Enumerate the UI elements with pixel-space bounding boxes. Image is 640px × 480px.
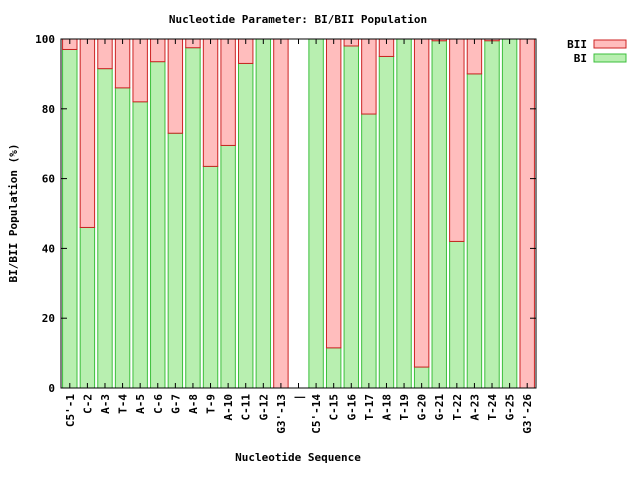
x-axis-ticks: C5'-1 C-2 A-3 T-4 A-5 C-6 G-7 A-8 T-9 A-10 C-11 G-1… (64, 39, 534, 434)
bar-bi-10 (238, 62, 254, 389)
y-tick-label-1: 20 (42, 312, 55, 325)
bar-bii-3 (114, 38, 131, 89)
bar-bii-26 (519, 38, 535, 389)
legend-swatch-bii (593, 39, 627, 49)
bar-bi-25 (501, 38, 518, 389)
bar-bii-22 (449, 38, 465, 242)
bar-bi-17 (361, 113, 377, 389)
x-tick-label-3: T-4 (117, 394, 130, 414)
x-tick-label-23: A-23 (468, 394, 481, 421)
bar-bii-23 (466, 38, 483, 75)
x-tick-label-10: C-11 (240, 394, 253, 421)
bar-bii-20 (413, 38, 430, 368)
bar-bii-17 (361, 38, 377, 115)
x-tick-label-5: C-6 (152, 394, 165, 414)
bar-bii-15 (325, 38, 342, 349)
bar-bi-6 (167, 132, 184, 389)
x-tick-label-8: T-9 (205, 394, 218, 414)
x-tick-label-9: A-10 (222, 394, 235, 421)
x-tick-label-25: G-25 (504, 394, 517, 421)
bar-bi-16 (343, 45, 359, 389)
y-axis-label: BI/BII Population (%) (7, 143, 20, 282)
bar-bi-18 (378, 55, 395, 389)
x-tick-label-15: C-15 (328, 394, 341, 421)
bars-layer (62, 38, 535, 389)
x-tick-label-4: A-5 (134, 394, 147, 414)
bar-bi-0 (62, 48, 78, 389)
plot-frame (60, 38, 537, 389)
bar-bi-23 (466, 73, 483, 389)
x-tick-label-18: A-18 (380, 394, 393, 421)
x-tick-label-2: A-3 (99, 394, 112, 414)
bar-bii-8 (202, 38, 219, 167)
x-tick-label-17: T-17 (363, 394, 376, 421)
x-tick-label-1: C-2 (81, 394, 94, 414)
bar-bii-12 (273, 38, 289, 389)
bar-bi-7 (185, 47, 201, 389)
legend-swatch-bi (593, 53, 627, 63)
x-tick-label-0: C5'-1 (64, 394, 77, 427)
x-tick-label-11: G-12 (257, 394, 270, 421)
x-tick-label-16: G-16 (345, 394, 358, 421)
bar-bi-11 (255, 38, 272, 389)
bar-bi-5 (150, 61, 166, 389)
x-tick-label-6: G-7 (169, 394, 182, 414)
bar-bi-1 (79, 226, 96, 389)
bar-bii-1 (79, 38, 96, 228)
legend-label-bii: BII (567, 38, 587, 51)
bar-bi-2 (97, 68, 113, 389)
x-tick-label-26: G3'-26 (521, 394, 534, 434)
x-tick-label-14: C5'-14 (310, 394, 323, 434)
x-tick-label-21: G-21 (433, 394, 446, 421)
chart-title: Nucleotide Parameter: BI/BII Population (169, 13, 427, 26)
bar-bii-9 (220, 38, 236, 146)
y-tick-label-4: 80 (42, 103, 55, 116)
y-tick-label-0: 0 (48, 382, 55, 395)
bar-bi-4 (132, 101, 148, 389)
bar-bi-15 (325, 347, 342, 389)
bar-bi-19 (396, 38, 412, 389)
x-tick-label-22: T-22 (451, 394, 464, 421)
bar-bi-8 (202, 165, 219, 389)
legend-label-bi: BI (574, 52, 587, 65)
y-tick-label-5: 100 (35, 33, 55, 46)
y-axis-ticks: 0 20 40 60 80 100 (35, 33, 536, 395)
x-tick-label-13: | (293, 394, 306, 401)
bar-bii-4 (132, 38, 148, 103)
bar-bi-24 (484, 40, 500, 389)
x-axis-label: Nucleotide Sequence (235, 451, 361, 464)
bar-bi-21 (431, 40, 447, 389)
x-tick-label-24: T-24 (486, 394, 499, 421)
x-tick-label-7: A-8 (187, 394, 200, 414)
x-tick-label-19: T-19 (398, 394, 411, 421)
y-tick-label-3: 60 (42, 173, 55, 186)
bar-bii-6 (167, 38, 184, 134)
x-tick-label-12: G3'-13 (275, 394, 288, 434)
bar-bi-14 (308, 38, 324, 389)
bar-bi-22 (449, 240, 465, 389)
y-tick-label-2: 40 (42, 242, 55, 255)
bar-bi-9 (220, 144, 236, 389)
x-tick-label-20: G-20 (416, 394, 429, 421)
bar-bi-3 (114, 87, 131, 389)
